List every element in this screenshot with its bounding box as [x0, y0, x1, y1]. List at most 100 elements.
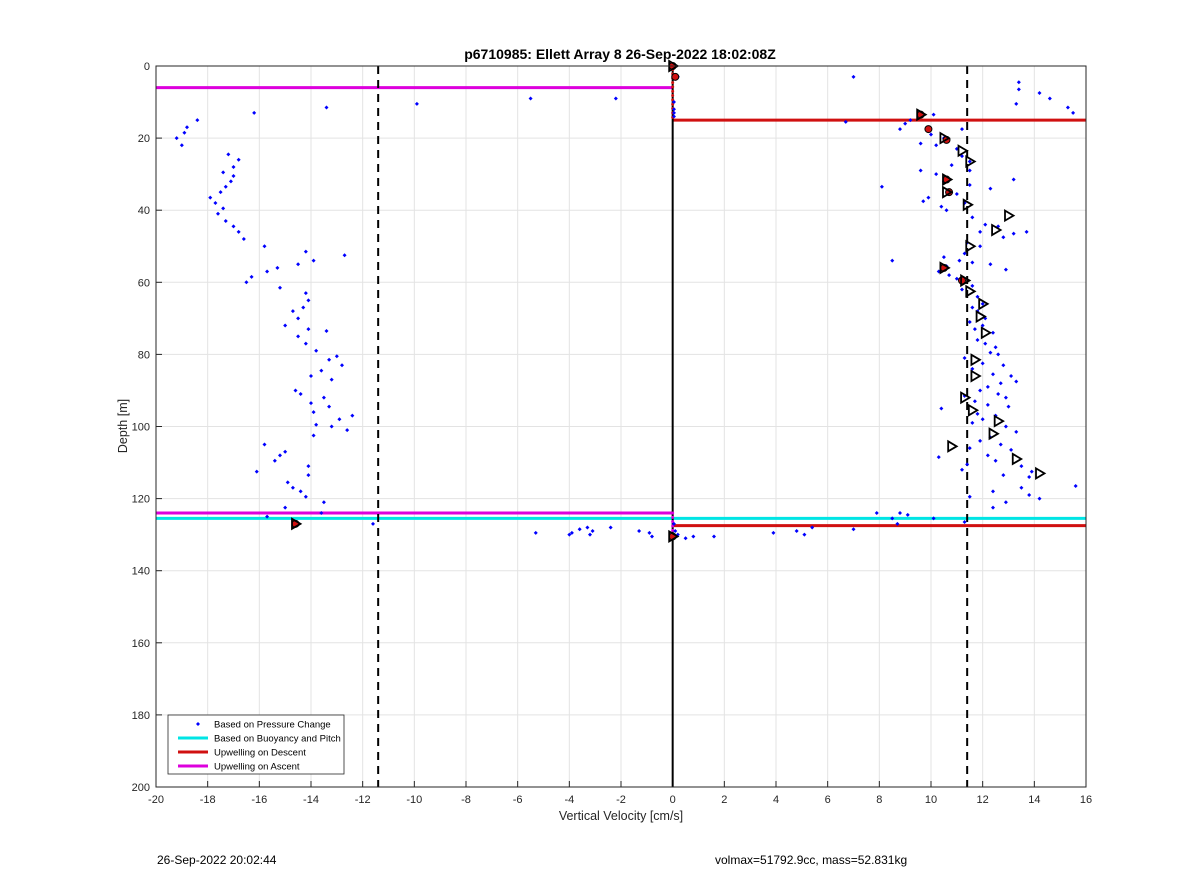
ascent-marker-dot — [671, 511, 675, 515]
pressure-point — [1014, 379, 1019, 384]
pressure-point — [296, 316, 301, 321]
pressure-point — [1016, 87, 1021, 92]
pressure-point — [231, 164, 236, 169]
x-tick-label: 4 — [773, 794, 779, 806]
pitch-triangle-marker — [962, 198, 974, 212]
pressure-point — [1047, 96, 1052, 101]
y-axis-label: Depth [m] — [116, 399, 130, 453]
y-tick-label: 180 — [132, 710, 150, 722]
pressure-point — [970, 420, 975, 425]
pressure-point — [903, 121, 908, 126]
y-tick-label: 20 — [138, 133, 150, 145]
pressure-point — [195, 118, 200, 123]
pitch-triangle-marker — [965, 284, 977, 298]
pressure-point — [967, 446, 972, 451]
pressure-point — [1019, 485, 1024, 490]
pressure-point — [303, 494, 308, 499]
pressure-point — [1001, 473, 1006, 478]
pressure-point — [345, 428, 350, 433]
pressure-point — [983, 222, 988, 227]
x-tick-label: 14 — [1028, 794, 1040, 806]
pressure-point — [879, 184, 884, 189]
x-tick-label: -14 — [303, 794, 319, 806]
pressure-point — [996, 352, 1001, 357]
pressure-point — [970, 305, 975, 310]
pressure-point — [970, 366, 975, 371]
pressure-point — [223, 219, 228, 224]
pressure-point — [278, 285, 282, 290]
pressure-point — [996, 392, 1001, 397]
pressure-point — [1014, 101, 1019, 106]
pressure-point — [244, 280, 249, 285]
pitch-triangle-marker — [916, 108, 928, 122]
pressure-point — [898, 127, 902, 132]
pressure-point — [1073, 483, 1078, 488]
pressure-point — [319, 368, 324, 373]
pitch-triangle-marker — [975, 309, 987, 324]
pressure-point — [236, 157, 241, 162]
pressure-point — [283, 505, 288, 510]
pressure-point — [569, 530, 574, 535]
pressure-point — [683, 536, 688, 541]
pressure-point — [691, 534, 696, 539]
pressure-point — [960, 287, 964, 292]
pressure-point — [671, 110, 676, 115]
pressure-point — [208, 195, 213, 200]
pressure-point — [972, 327, 977, 332]
pressure-point — [278, 453, 282, 458]
pressure-point — [998, 381, 1003, 386]
pressure-point — [991, 372, 995, 377]
pitch-triangle-marker — [291, 517, 303, 531]
pitch-triangle-marker — [942, 185, 954, 199]
pressure-point — [918, 168, 923, 173]
pressure-point — [265, 514, 270, 519]
axes-box — [155, 65, 1087, 788]
pitch-triangle-marker — [1011, 452, 1024, 466]
pressure-point — [1029, 469, 1034, 474]
pressure-point — [991, 505, 995, 510]
pressure-point — [975, 337, 980, 342]
pressure-point — [874, 511, 879, 516]
pressure-point — [794, 529, 799, 534]
pressure-point — [329, 377, 334, 382]
pitch-triangle-marker — [947, 439, 959, 453]
pressure-point — [921, 199, 926, 204]
x-tick-label: -6 — [513, 794, 523, 806]
pressure-point — [221, 170, 226, 175]
pressure-point — [296, 262, 301, 267]
pressure-point — [962, 356, 967, 361]
pressure-point — [970, 215, 975, 220]
pressure-point — [567, 532, 572, 537]
pressure-point — [931, 516, 936, 521]
descent-marker-dot — [671, 94, 675, 98]
pressure-point — [324, 105, 329, 110]
legend-label: Upwelling on Descent — [214, 748, 306, 759]
pressure-point — [1003, 395, 1008, 400]
footer-volmax-mass: volmax=51792.9cc, mass=52.831kg — [715, 853, 908, 867]
pressure-point — [957, 258, 962, 263]
y-tick-label: 60 — [138, 277, 150, 289]
pitch-triangle-marker — [970, 369, 982, 383]
pressure-point — [588, 532, 592, 537]
pressure-point — [967, 182, 972, 187]
pressure-point — [647, 530, 652, 535]
pressure-point — [851, 527, 856, 532]
pressure-point — [285, 480, 290, 485]
pressure-point — [179, 143, 184, 148]
pitch-triangle-marker — [939, 261, 951, 275]
x-tick-label: 8 — [876, 794, 882, 806]
pressure-point — [947, 273, 952, 278]
pitch-triangle-marker — [942, 172, 954, 187]
pitch-triangle-marker — [939, 131, 951, 145]
pressure-point — [929, 132, 933, 137]
x-tick-label: 6 — [825, 794, 831, 806]
pressure-point — [972, 399, 977, 404]
pressure-point — [314, 422, 319, 427]
pressure-point — [671, 114, 676, 119]
legend-label: Based on Pressure Change — [214, 720, 331, 731]
pressure-point — [228, 179, 233, 184]
pressure-point — [967, 159, 972, 164]
pitch-triangle-marker — [978, 297, 990, 311]
descent-marker-dot — [671, 85, 675, 89]
pressure-point — [301, 305, 306, 310]
